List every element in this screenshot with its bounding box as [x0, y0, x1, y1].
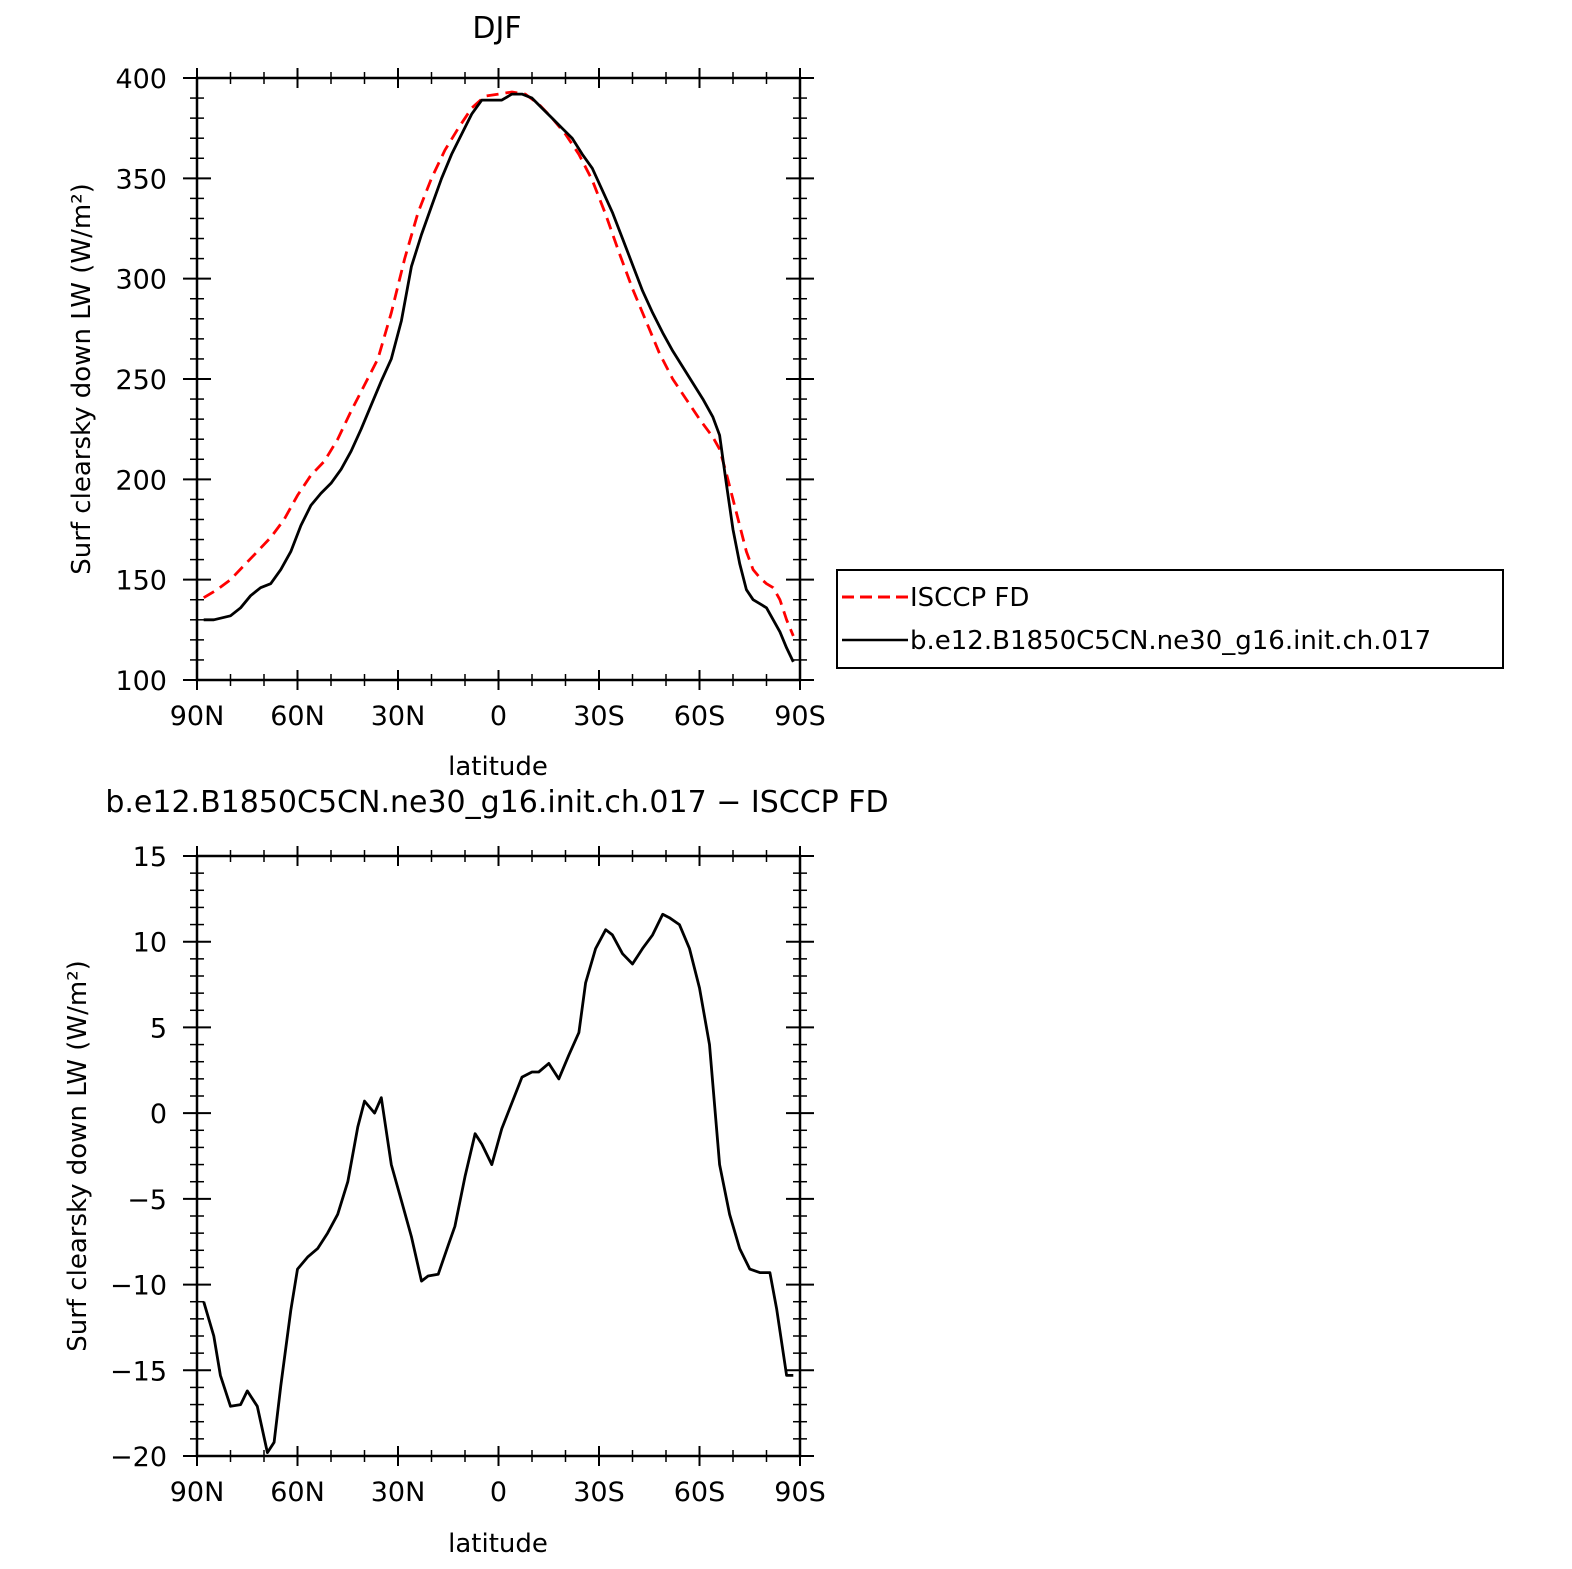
bottom-x-tick-label: 90S: [774, 1477, 826, 1508]
top-x-tick-labels: 90N 60N 30N 0 30S 60S 90S: [170, 701, 826, 732]
bottom-x-tick-label: 0: [490, 1477, 507, 1508]
bottom-x-axis-label: latitude: [448, 1529, 548, 1559]
top-series-line-0: [202, 90, 795, 637]
bottom-y-axis-label: Surf clearsky down LW (W/m²): [63, 960, 93, 1352]
top-y-tick-label: 100: [115, 666, 167, 697]
top-axis-ticks: [183, 68, 814, 690]
bottom-plot-title: b.e12.B1850C5CN.ne30_g16.init.ch.017 − I…: [105, 785, 888, 820]
top-y-tick-label: 350: [115, 164, 167, 195]
top-x-axis-label: latitude: [448, 752, 548, 782]
top-x-tick-label: 90S: [774, 701, 826, 732]
top-x-tick-label: 30S: [573, 701, 625, 732]
bottom-x-tick-label: 60N: [270, 1477, 325, 1508]
bottom-axis-ticks: [183, 846, 814, 1466]
top-series-line-1: [203, 92, 795, 663]
legend: ISCCP FD b.e12.B1850C5CN.ne30_g16.init.c…: [836, 569, 1504, 669]
bottom-y-tick-label: −20: [110, 1442, 167, 1473]
top-y-tick-labels: 100 150 200 250 300 350 400: [115, 64, 167, 697]
top-y-tick-label: 150: [115, 566, 167, 597]
bottom-y-tick-label: 10: [133, 928, 167, 959]
top-series-group: [202, 90, 795, 663]
bottom-x-tick-labels: 90N 60N 30N 0 30S 60S 90S: [170, 1477, 826, 1508]
bottom-y-tick-label: 0: [150, 1099, 167, 1130]
top-x-tick-label: 90N: [170, 701, 225, 732]
bottom-y-tick-label: 5: [150, 1013, 167, 1044]
legend-label-isccp: ISCCP FD: [910, 583, 1029, 613]
legend-box: [836, 569, 1504, 669]
top-line-plot: DJF 90N 60N 30N 0 30S 60S 90S 100 150 200 250 300 3…: [67, 11, 1504, 782]
bottom-series-line-0: [202, 912, 794, 1454]
top-plot-frame: [195, 76, 802, 682]
top-x-tick-label: 60N: [270, 701, 325, 732]
bottom-y-tick-label: 15: [133, 842, 167, 873]
bottom-plot-frame: [195, 854, 802, 1458]
top-x-tick-label: 30N: [371, 701, 426, 732]
top-y-tick-label: 200: [115, 465, 167, 496]
bottom-line-plot: b.e12.B1850C5CN.ne30_g16.init.ch.017 − I…: [63, 785, 889, 1559]
bottom-x-tick-label: 30S: [573, 1477, 625, 1508]
bottom-x-tick-label: 30N: [371, 1477, 426, 1508]
bottom-y-tick-label: −10: [110, 1271, 167, 1302]
bottom-series-group: [202, 912, 794, 1454]
top-x-tick-label: 60S: [674, 701, 726, 732]
bottom-y-tick-label: −15: [110, 1356, 167, 1387]
top-x-tick-label: 0: [490, 701, 507, 732]
top-y-tick-label: 250: [115, 365, 167, 396]
bottom-y-tick-labels: −20 −15 −10 −5 0 5 10 15: [110, 842, 167, 1473]
top-y-tick-label: 300: [115, 265, 167, 296]
top-y-axis-label: Surf clearsky down LW (W/m²): [67, 183, 97, 575]
legend-label-model: b.e12.B1850C5CN.ne30_g16.init.ch.017: [910, 626, 1431, 656]
bottom-x-tick-label: 90N: [170, 1477, 225, 1508]
bottom-x-tick-label: 60S: [674, 1477, 726, 1508]
bottom-y-tick-label: −5: [127, 1185, 167, 1216]
top-y-tick-label: 400: [115, 64, 167, 95]
top-plot-title: DJF: [472, 11, 521, 46]
